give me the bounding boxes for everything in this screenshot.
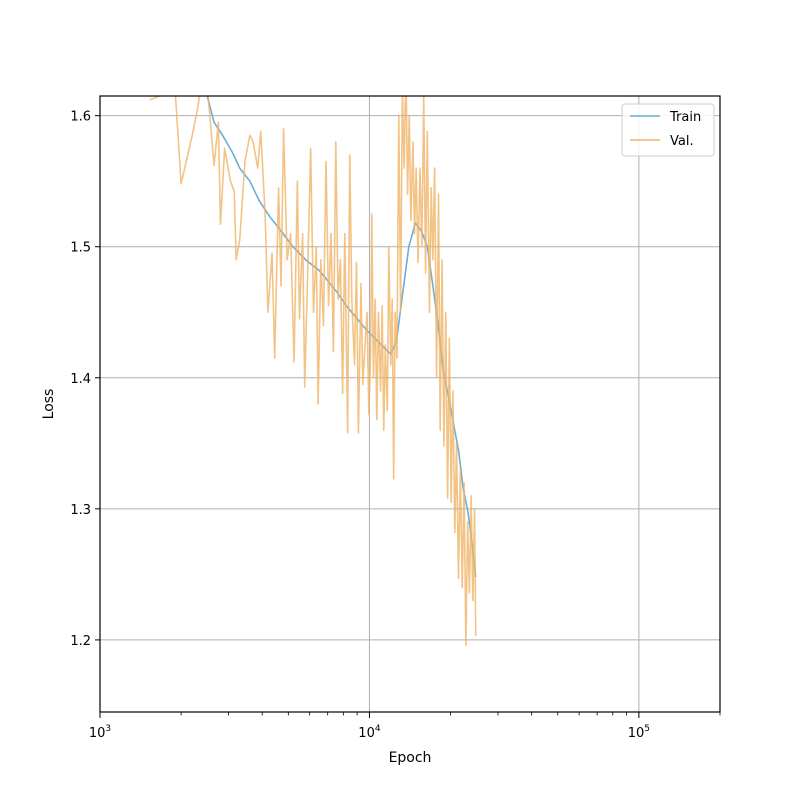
x-tick-label: 104 [358,724,381,741]
x-tick-label: 105 [628,724,650,741]
y-tick-label: 1.6 [70,110,91,125]
y-tick-label: 1.4 [70,372,91,387]
y-axis-label: Loss [41,389,57,420]
legend-label-val: Val. [670,134,694,149]
legend: Train Val. [621,103,715,157]
legend-label-train: Train [669,110,701,125]
series-layer [149,96,477,646]
y-tick-label: 1.3 [70,503,91,518]
x-axis-label: Epoch [389,750,432,766]
y-tick-label: 1.5 [70,241,91,256]
ticks: 1.2 1.3 1.4 1.5 1.6 103 104 105 [70,110,721,741]
x-tick-label: 103 [89,724,111,741]
legend-box [621,103,715,157]
plot-frame [99,95,721,713]
series-line-val [149,96,477,646]
y-tick-label: 1.2 [70,634,91,649]
